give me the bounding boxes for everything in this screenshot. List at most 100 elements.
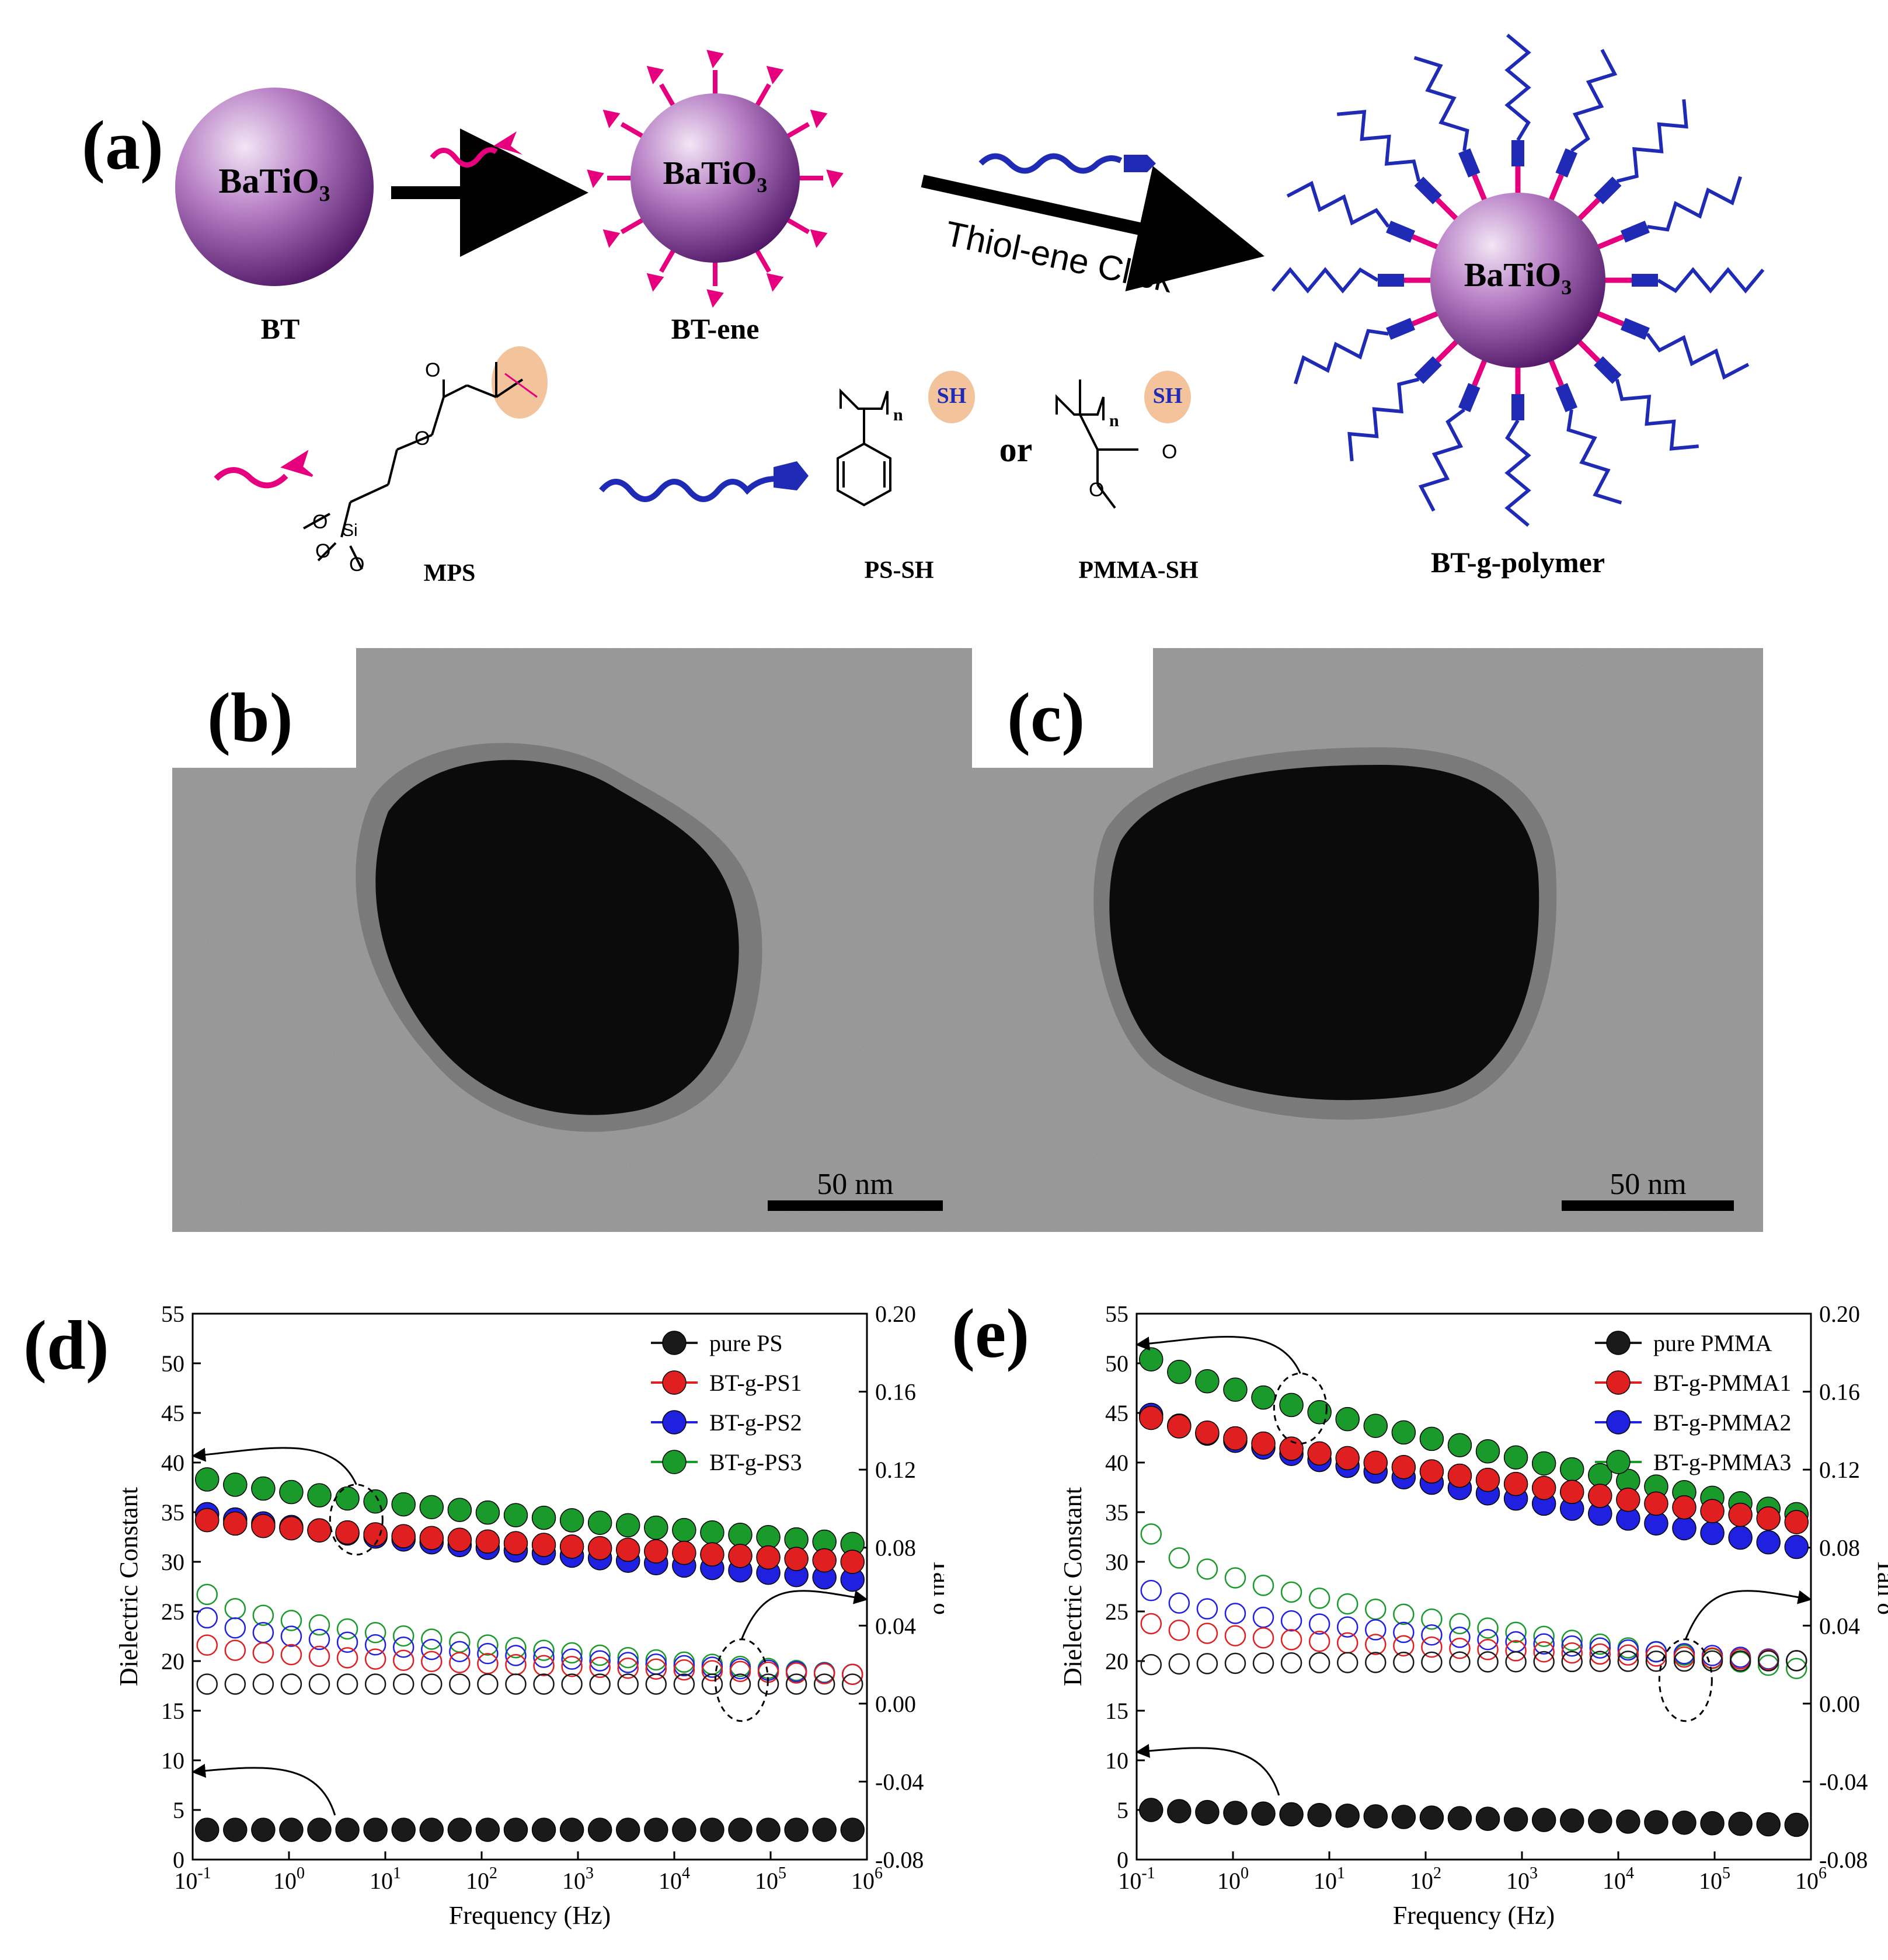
tan-point xyxy=(1252,1575,1274,1596)
tan-point xyxy=(1365,1598,1387,1620)
legend-label: BT-g-PMMA3 xyxy=(1653,1449,1791,1475)
dielectric-point xyxy=(1195,1369,1220,1394)
ytick-right-label: 0.08 xyxy=(1819,1535,1860,1561)
dielectric-point xyxy=(1672,1811,1697,1835)
dielectric-point xyxy=(1167,1360,1192,1384)
dielectric-point xyxy=(840,1550,865,1574)
legend-marker xyxy=(1606,1450,1631,1474)
tan-point xyxy=(1645,1650,1667,1672)
tan-point xyxy=(308,1614,330,1636)
mps-label: MPS xyxy=(424,560,476,587)
tan-point xyxy=(1729,1650,1751,1672)
dielectric-point xyxy=(559,1818,584,1842)
dielectric-point xyxy=(419,1526,444,1551)
dielectric-point xyxy=(1616,1487,1640,1512)
tan-point xyxy=(1421,1636,1443,1658)
tan-point xyxy=(1421,1624,1443,1646)
tan-point xyxy=(505,1637,527,1659)
tan-point xyxy=(1168,1653,1190,1675)
dielectric-point xyxy=(1419,1805,1444,1830)
ytick-left-label: 15 xyxy=(161,1698,184,1724)
graft-chain xyxy=(1566,409,1622,505)
dielectric-point xyxy=(1307,1802,1332,1827)
dielectric-point xyxy=(1475,1439,1500,1464)
graft-chain xyxy=(1271,267,1379,294)
graft-block xyxy=(1414,356,1442,384)
dielectric-point xyxy=(587,1536,612,1561)
tan-point xyxy=(1140,1579,1162,1602)
tan-point xyxy=(785,1662,807,1684)
tan-point xyxy=(813,1673,835,1695)
dielectric-point xyxy=(1279,1392,1304,1418)
graft-linker xyxy=(1595,310,1624,326)
dielectric-point xyxy=(1307,1441,1332,1466)
mps-structure xyxy=(214,346,548,570)
dielectric-point xyxy=(1251,1801,1276,1826)
panel-label-d: (d) xyxy=(23,1306,109,1384)
tan-point xyxy=(1393,1603,1415,1625)
svg-text:O: O xyxy=(414,427,430,450)
dielectric-point xyxy=(728,1544,753,1568)
tan-point xyxy=(673,1673,695,1695)
panel-label-a: (a) xyxy=(82,106,163,184)
xtick-label: 104 xyxy=(1603,1864,1634,1894)
dielectric-point xyxy=(700,1542,724,1567)
annotation-arrow xyxy=(1684,1590,1812,1640)
tan-point xyxy=(1224,1567,1246,1589)
tan-point xyxy=(701,1673,723,1695)
legend-marker xyxy=(662,1331,687,1355)
tan-point xyxy=(392,1637,414,1658)
graft-linker xyxy=(1548,174,1564,203)
tan-point xyxy=(589,1644,611,1666)
tan-point xyxy=(617,1652,639,1673)
tan-point xyxy=(280,1673,302,1695)
ytick-left-label: 50 xyxy=(1105,1350,1128,1377)
tan-point xyxy=(1561,1642,1583,1664)
legend-label: BT-g-PS3 xyxy=(709,1449,802,1475)
ytick-right-label: 0.04 xyxy=(875,1613,916,1639)
reaction-arrow-2 xyxy=(921,166,1265,292)
product-core-text: BaTiO3 xyxy=(1464,256,1572,299)
ytick-left-label: 40 xyxy=(161,1450,184,1476)
legend-label: BT-g-PMMA2 xyxy=(1653,1409,1791,1436)
xtick-label: 101 xyxy=(370,1864,401,1894)
graft-chain xyxy=(1616,99,1688,183)
ene-ligand xyxy=(754,83,771,109)
tan-point xyxy=(589,1673,611,1695)
annotation-arrow xyxy=(1135,1743,1280,1796)
dielectric-point xyxy=(672,1540,696,1565)
tan-point xyxy=(533,1639,555,1661)
dielectric-point xyxy=(1223,1801,1248,1825)
ps-sh-group: SH xyxy=(937,384,967,408)
svg-text:n: n xyxy=(1109,411,1119,430)
tan-point xyxy=(421,1673,443,1695)
dielectric-point xyxy=(559,1508,584,1533)
panel-label-b: (b) xyxy=(207,678,293,756)
legend-marker xyxy=(1606,1331,1631,1355)
tan-point xyxy=(617,1658,639,1679)
dielectric-point xyxy=(644,1539,668,1564)
tan-point xyxy=(561,1648,583,1670)
ene-ligand-head xyxy=(602,229,621,248)
xtick-label: 10-1 xyxy=(174,1864,211,1894)
dielectric-point xyxy=(1503,1445,1528,1470)
dielectric-point xyxy=(1447,1806,1472,1830)
ytick-left-label: 0 xyxy=(1117,1847,1128,1873)
dielectric-point xyxy=(1588,1484,1612,1508)
dielectric-point xyxy=(363,1489,388,1514)
ene-ligand-head xyxy=(766,273,784,292)
dielectric-point xyxy=(279,1479,304,1505)
legend-label: BT-g-PMMA1 xyxy=(1653,1370,1791,1396)
dielectric-point xyxy=(1784,1534,1809,1559)
tan-point xyxy=(252,1642,274,1664)
ytick-left-label: 10 xyxy=(161,1747,184,1774)
dielectric-point xyxy=(1503,1807,1528,1832)
dielectric-point xyxy=(1391,1805,1416,1829)
tan-point xyxy=(589,1656,611,1679)
tan-point xyxy=(1617,1639,1639,1661)
tan-point xyxy=(729,1660,751,1683)
tan-point xyxy=(1449,1627,1471,1648)
dielectric-point xyxy=(391,1492,416,1517)
graft-linker xyxy=(1472,174,1488,203)
tan-point xyxy=(1757,1654,1779,1676)
